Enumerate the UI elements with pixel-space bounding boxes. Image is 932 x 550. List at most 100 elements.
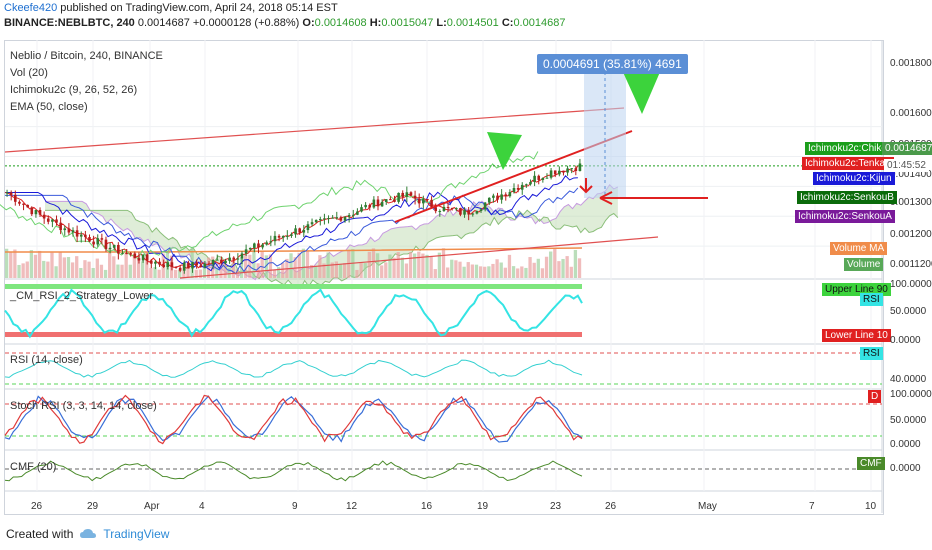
- cm-rsi-line: [4, 288, 583, 339]
- candle-body: [108, 247, 112, 249]
- volume-bar: [268, 254, 273, 278]
- candle-body: [500, 194, 503, 200]
- candle-body: [59, 222, 62, 231]
- candle-body: [570, 168, 573, 170]
- stoch-k-line: [4, 395, 583, 443]
- stoch-title[interactable]: Stoch RSI (3, 3, 14, 14, close): [10, 400, 157, 412]
- measure-label: 0.0004691 (35.81%) 4691: [537, 54, 688, 74]
- volume-bar: [400, 257, 404, 278]
- volume-bar: [5, 248, 9, 278]
- volume-bar: [507, 254, 512, 278]
- candle-body: [306, 224, 310, 231]
- candle-body: [9, 192, 13, 195]
- volume-bar: [309, 264, 314, 278]
- volume-bar: [371, 248, 376, 278]
- legend-vol[interactable]: Vol (20): [10, 67, 48, 79]
- volume-bar: [388, 254, 392, 278]
- cmf-tick: 0.0000: [890, 463, 921, 474]
- low-label: L:: [436, 17, 447, 29]
- cm-rsi-tick: 50.0000: [890, 306, 927, 317]
- candle-body: [553, 170, 557, 175]
- volume-bar: [544, 256, 549, 278]
- candle-body: [236, 258, 240, 260]
- candle-body: [207, 263, 211, 265]
- price-tick: 0.0011200: [890, 259, 932, 270]
- stoch-tick: 0.0000: [890, 439, 921, 450]
- last-price: 0.0014687: [137, 17, 190, 29]
- cm-rsi-title[interactable]: _CM_RSI_2_Strategy_Lower: [10, 290, 154, 302]
- candle-body: [360, 207, 363, 212]
- volume-bar: [359, 263, 363, 278]
- symbol-label: BINANCE:NEBLBTC, 240: [4, 17, 135, 29]
- volume-bar: [433, 269, 437, 278]
- candle-body: [166, 262, 170, 267]
- candle-body: [261, 244, 264, 248]
- candle-body: [67, 228, 71, 233]
- stoch-tag: D: [868, 390, 882, 403]
- candle-body: [397, 192, 400, 202]
- candle-body: [182, 262, 186, 271]
- candle-body: [512, 188, 516, 193]
- volume-bar: [116, 264, 120, 278]
- target-triangle-1: [487, 132, 522, 170]
- legend-ichimoku[interactable]: Ichimoku2c (9, 26, 52, 26): [10, 84, 138, 96]
- stoch-d-line: [4, 394, 583, 445]
- volume-bar: [540, 268, 545, 278]
- time-tick: 7: [809, 501, 815, 512]
- candle-body: [22, 203, 25, 205]
- stoch-tick: 50.0000: [890, 415, 927, 426]
- volume-bar: [322, 263, 326, 278]
- candle-body: [38, 209, 42, 215]
- close-value: 0.0014687: [513, 17, 566, 29]
- volume-bar: [136, 256, 141, 278]
- candles: [5, 158, 582, 274]
- candle-body: [578, 163, 582, 171]
- candle-body: [438, 211, 442, 213]
- candle-body: [380, 202, 384, 207]
- volume-bar: [75, 256, 79, 278]
- volume-bar: [33, 254, 38, 278]
- candle-body: [454, 208, 458, 210]
- legend-ema[interactable]: EMA (50, close): [10, 101, 88, 113]
- candle-body: [508, 192, 512, 197]
- author-link[interactable]: Ckeefe420: [4, 2, 58, 14]
- candle-body: [347, 215, 351, 217]
- candle-body: [372, 199, 376, 208]
- volume-bar: [334, 261, 339, 278]
- volume-bar: [314, 266, 318, 278]
- publish-header: Ckeefe420 published on TradingView.com, …: [4, 2, 338, 14]
- volume-bar: [223, 259, 227, 278]
- candle-body: [112, 244, 116, 248]
- cmf-title[interactable]: CMF (20): [10, 461, 57, 473]
- volume-bar: [528, 257, 532, 278]
- candle-body: [154, 261, 157, 264]
- rsi-tick: 40.0000: [890, 374, 927, 385]
- volume-bar: [342, 263, 347, 278]
- volume-tag: Volume: [844, 258, 884, 271]
- rsi-title[interactable]: RSI (14, close): [10, 354, 83, 366]
- candle-body: [269, 241, 273, 243]
- chart-frame[interactable]: [4, 40, 884, 515]
- candle-body: [100, 238, 104, 240]
- candle-body: [42, 214, 46, 219]
- volume-bar: [227, 267, 231, 278]
- volume-bar: [256, 263, 260, 278]
- volume-bar: [277, 267, 281, 278]
- candle-body: [376, 199, 380, 207]
- time-tick: 10: [865, 501, 877, 512]
- candle-body: [88, 237, 91, 242]
- volume-bar: [396, 252, 400, 278]
- drawings[interactable]: [4, 66, 708, 279]
- volume-bar: [437, 252, 442, 278]
- created-with: Created with: [6, 527, 74, 541]
- volume-bar: [149, 267, 153, 278]
- volume-bar: [235, 269, 240, 278]
- cmf-tag: CMF: [857, 457, 885, 470]
- target-triangle-2: [622, 70, 660, 114]
- volume-bar: [112, 256, 116, 278]
- tradingview-link[interactable]: TradingView: [103, 527, 170, 541]
- candle-body: [162, 264, 165, 267]
- volume-bar: [198, 269, 203, 278]
